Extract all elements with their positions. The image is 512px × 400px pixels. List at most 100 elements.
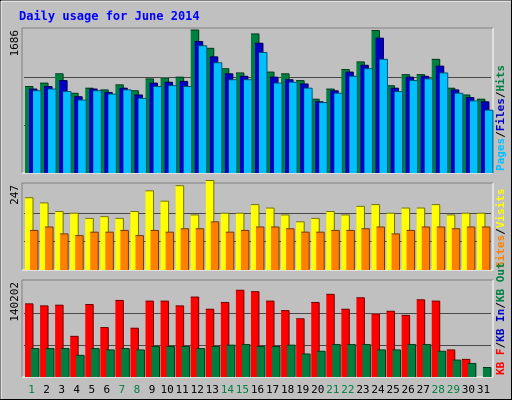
panel-max-label: 247 bbox=[8, 185, 21, 205]
bar bbox=[40, 202, 49, 270]
bar bbox=[25, 303, 33, 377]
bar bbox=[61, 348, 70, 377]
bar bbox=[250, 291, 259, 377]
series-sites bbox=[30, 221, 491, 270]
bar bbox=[115, 218, 124, 270]
x-tick-label: 7 bbox=[119, 383, 126, 396]
bar bbox=[63, 91, 72, 173]
bar bbox=[115, 300, 124, 377]
x-tick-label: 30 bbox=[462, 383, 475, 396]
bar bbox=[331, 230, 340, 270]
bar bbox=[243, 79, 252, 173]
bar bbox=[235, 213, 244, 270]
bar bbox=[334, 93, 343, 173]
x-tick-label: 14 bbox=[221, 383, 235, 396]
bar bbox=[123, 89, 132, 173]
x-tick-label: 25 bbox=[386, 383, 399, 396]
bar bbox=[424, 78, 433, 173]
x-tick-label: 4 bbox=[73, 383, 80, 396]
series-kb-f bbox=[25, 289, 471, 377]
bar bbox=[165, 232, 174, 270]
bar bbox=[376, 226, 385, 270]
series-kb-out bbox=[31, 343, 492, 377]
bar bbox=[105, 232, 114, 270]
bar bbox=[356, 297, 365, 377]
bar bbox=[190, 297, 199, 377]
x-tick-label: 12 bbox=[191, 383, 204, 396]
bar bbox=[317, 351, 326, 377]
bar bbox=[476, 213, 485, 270]
legend-entry: Sites bbox=[494, 235, 507, 268]
legend-entry: / bbox=[494, 91, 507, 98]
bar bbox=[371, 204, 380, 270]
x-tick-label: 11 bbox=[176, 383, 189, 396]
bar bbox=[287, 345, 296, 377]
bar bbox=[466, 226, 475, 270]
legend-entry: Pages bbox=[494, 138, 507, 171]
bar bbox=[196, 348, 205, 377]
bar bbox=[356, 206, 365, 270]
bar bbox=[431, 204, 440, 270]
bar bbox=[120, 230, 129, 270]
bar bbox=[91, 348, 100, 377]
bar bbox=[198, 45, 207, 173]
bar bbox=[45, 226, 54, 270]
panel-legend: Sites/Visits bbox=[494, 189, 507, 269]
bar bbox=[145, 190, 154, 270]
bar bbox=[205, 180, 214, 270]
bar bbox=[349, 76, 358, 173]
bar bbox=[311, 218, 320, 270]
x-tick-label: 5 bbox=[88, 383, 95, 396]
bar bbox=[266, 208, 275, 270]
bar bbox=[121, 348, 130, 377]
bar bbox=[145, 301, 154, 377]
bar bbox=[160, 201, 169, 270]
x-tick-label: 26 bbox=[402, 383, 415, 396]
bar bbox=[78, 100, 87, 173]
bar bbox=[362, 344, 371, 377]
bar bbox=[255, 226, 264, 270]
bar bbox=[484, 110, 493, 173]
bar bbox=[302, 353, 311, 377]
bar bbox=[407, 344, 416, 377]
bar bbox=[377, 349, 386, 377]
bar bbox=[90, 232, 99, 270]
bar bbox=[416, 208, 425, 270]
bar bbox=[371, 313, 380, 377]
bar bbox=[311, 302, 320, 377]
bar bbox=[85, 218, 94, 270]
x-tick-label: 10 bbox=[160, 383, 173, 396]
legend-entry: KB In bbox=[494, 309, 507, 342]
x-tick-label: 1 bbox=[28, 383, 35, 396]
legend-entry: KB Out bbox=[494, 262, 507, 302]
bar bbox=[106, 349, 115, 377]
bar bbox=[272, 346, 281, 377]
bar bbox=[401, 315, 410, 377]
x-tick-label: 20 bbox=[311, 383, 324, 396]
bar bbox=[160, 301, 169, 377]
bar bbox=[210, 221, 219, 270]
bar bbox=[225, 232, 234, 270]
x-tick-label: 23 bbox=[356, 383, 369, 396]
bar bbox=[100, 327, 109, 377]
bar bbox=[296, 221, 305, 270]
bar bbox=[130, 328, 139, 377]
bar bbox=[422, 344, 431, 377]
bar bbox=[319, 102, 328, 173]
bar bbox=[220, 302, 229, 377]
bar bbox=[446, 214, 455, 270]
x-tick-label: 21 bbox=[326, 383, 339, 396]
bar bbox=[256, 346, 265, 377]
bar bbox=[138, 98, 147, 173]
bar bbox=[461, 213, 470, 270]
bar bbox=[406, 230, 415, 270]
bar bbox=[168, 85, 177, 173]
panel-max-label: 1686 bbox=[8, 30, 21, 57]
x-tick-label: 27 bbox=[417, 383, 430, 396]
bar bbox=[241, 344, 250, 377]
x-tick-label: 18 bbox=[281, 383, 294, 396]
bar bbox=[452, 360, 461, 377]
legend-entry: / bbox=[494, 131, 507, 138]
bar bbox=[150, 230, 159, 270]
